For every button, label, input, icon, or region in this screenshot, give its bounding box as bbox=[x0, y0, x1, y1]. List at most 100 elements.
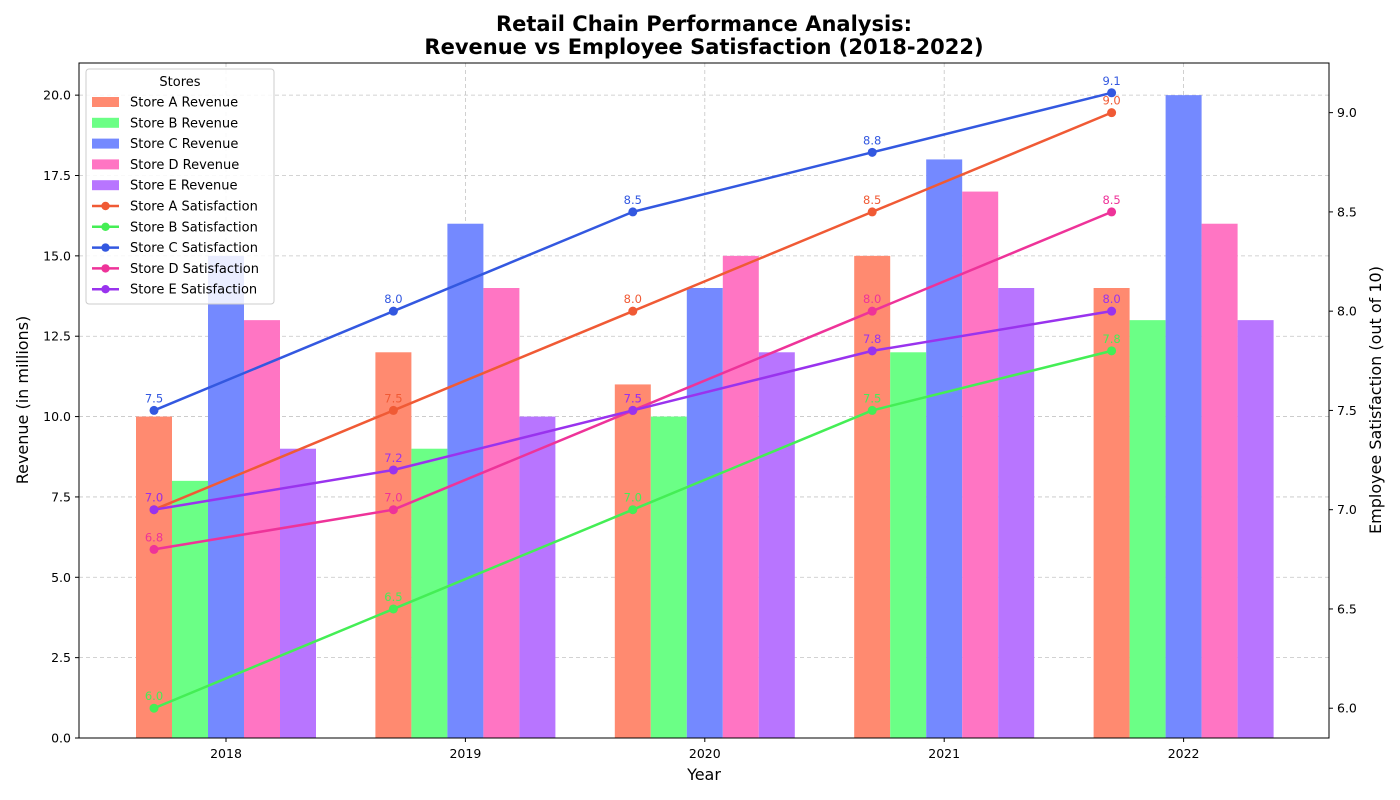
bar-store-b-revenue-2020 bbox=[650, 416, 687, 738]
legend-label-store-c-satisfaction: Store C Satisfaction bbox=[130, 241, 258, 256]
x-tick-label-2018: 2018 bbox=[210, 746, 242, 761]
y2-tick-label: 7.5 bbox=[1337, 403, 1357, 418]
x-axis-label: Year bbox=[686, 765, 721, 784]
y-axis-label: Revenue (in millions) bbox=[13, 316, 32, 485]
data-label-store-c-satisfaction-2021: 8.8 bbox=[863, 133, 881, 147]
x-tick-label-2021: 2021 bbox=[928, 746, 960, 761]
point-store-b-satisfaction-2020 bbox=[628, 505, 638, 515]
legend-marker-store-d-satisfaction bbox=[101, 264, 110, 273]
legend-box bbox=[85, 68, 275, 305]
y-tick-label: 2.5 bbox=[51, 650, 71, 665]
y2-tick-label: 6.5 bbox=[1337, 601, 1357, 616]
y-tick-label: 12.5 bbox=[43, 329, 71, 344]
legend-label-store-d-revenue: Store D Revenue bbox=[130, 158, 239, 173]
point-store-b-satisfaction-2019 bbox=[388, 604, 398, 614]
data-label-store-d-satisfaction-2019: 7.0 bbox=[384, 491, 402, 505]
point-store-c-satisfaction-2019 bbox=[388, 306, 398, 316]
data-label-store-e-satisfaction-2022: 8.0 bbox=[1102, 292, 1120, 306]
x-axis-ticks: 2018 2019 2020 2021 2022 bbox=[210, 738, 1200, 761]
y2-axis-ticks: 6.0 6.5 7.0 7.5 8.0 8.5 9.0 bbox=[1329, 105, 1357, 716]
point-store-c-satisfaction-2022 bbox=[1107, 88, 1117, 98]
legend-label-store-b-revenue: Store B Revenue bbox=[130, 116, 238, 131]
bar-store-e-revenue-2018 bbox=[280, 448, 316, 738]
legend-title: Stores bbox=[159, 75, 200, 90]
data-label-store-e-satisfaction-2019: 7.2 bbox=[384, 451, 402, 465]
legend-label-store-b-satisfaction: Store B Satisfaction bbox=[130, 220, 258, 235]
data-label-store-c-satisfaction-2022: 9.1 bbox=[1102, 74, 1120, 88]
legend-marker-store-a-satisfaction bbox=[101, 201, 110, 211]
y-tick-label: 5.0 bbox=[51, 570, 71, 585]
point-store-b-satisfaction-2021 bbox=[867, 405, 877, 415]
y-tick-label: 20.0 bbox=[43, 88, 71, 103]
bar-store-b-revenue-2021 bbox=[890, 352, 927, 738]
bar-store-d-revenue-2020 bbox=[722, 255, 759, 738]
x-tick-label-2022: 2022 bbox=[1168, 746, 1200, 761]
bar-store-b-revenue-2018 bbox=[172, 480, 208, 738]
y-tick-label: 7.5 bbox=[51, 489, 71, 504]
data-label-store-d-satisfaction-2021: 8.0 bbox=[863, 292, 881, 306]
data-label-store-b-satisfaction-2022: 7.8 bbox=[1102, 332, 1120, 346]
bar-store-e-revenue-2022 bbox=[1237, 320, 1274, 738]
legend-label-store-a-satisfaction: Store A Satisfaction bbox=[130, 200, 258, 215]
bar-store-a-revenue-2021 bbox=[854, 255, 891, 738]
point-store-d-satisfaction-2022 bbox=[1107, 207, 1117, 217]
bar-store-b-revenue-2022 bbox=[1129, 320, 1166, 738]
satisfaction-lines bbox=[149, 88, 1117, 713]
x-tick-label-2020: 2020 bbox=[689, 746, 721, 761]
data-label-store-b-satisfaction-2020: 7.0 bbox=[624, 491, 642, 505]
legend-marker-store-e-satisfaction bbox=[101, 285, 110, 294]
y2-tick-label: 7.0 bbox=[1337, 502, 1357, 517]
bar-store-e-revenue-2019 bbox=[519, 416, 556, 738]
bar-store-e-revenue-2021 bbox=[998, 288, 1035, 738]
y2-tick-label: 8.0 bbox=[1337, 304, 1357, 319]
data-label-store-b-satisfaction-2019: 6.5 bbox=[384, 590, 402, 604]
data-label-store-b-satisfaction-2021: 7.5 bbox=[863, 391, 881, 405]
data-label-store-d-satisfaction-2018: 6.8 bbox=[145, 530, 163, 544]
bar-store-c-revenue-2022 bbox=[1165, 95, 1202, 738]
point-store-a-satisfaction-2022 bbox=[1107, 108, 1117, 118]
data-label-store-d-satisfaction-2020: 7.5 bbox=[624, 391, 642, 405]
bar-store-d-revenue-2019 bbox=[483, 288, 520, 738]
y-tick-label: 0.0 bbox=[51, 731, 71, 746]
chart-title-line-1: Retail Chain Performance Analysis: bbox=[496, 12, 912, 36]
plot-frame bbox=[78, 62, 1330, 739]
legend-label-store-a-revenue: Store A Revenue bbox=[130, 96, 238, 111]
bar-store-a-revenue-2018 bbox=[136, 416, 172, 738]
point-store-c-satisfaction-2018 bbox=[149, 405, 159, 415]
data-label-store-e-satisfaction-2020: 7.5 bbox=[624, 391, 642, 405]
legend-swatch-store-e-revenue bbox=[92, 180, 119, 191]
y2-tick-label: 6.0 bbox=[1337, 701, 1357, 716]
point-store-e-satisfaction-2019 bbox=[388, 465, 398, 475]
legend-label-store-c-revenue: Store C Revenue bbox=[130, 137, 238, 152]
legend-marker-store-b-satisfaction bbox=[101, 222, 110, 231]
point-store-b-satisfaction-2022 bbox=[1107, 346, 1117, 356]
bar-store-c-revenue-2021 bbox=[926, 159, 963, 738]
point-store-c-satisfaction-2021 bbox=[867, 147, 877, 157]
point-store-b-satisfaction-2018 bbox=[149, 703, 159, 713]
point-store-a-satisfaction-2021 bbox=[867, 207, 877, 217]
data-label-store-a-satisfaction-2018: 7.0 bbox=[145, 491, 163, 505]
data-label-store-a-satisfaction-2019: 7.5 bbox=[384, 391, 402, 405]
legend-label-store-e-revenue: Store E Revenue bbox=[130, 179, 237, 194]
data-label-store-e-satisfaction-2018: 7.0 bbox=[145, 491, 163, 505]
point-store-d-satisfaction-2021 bbox=[867, 306, 877, 316]
bar-store-a-revenue-2022 bbox=[1093, 288, 1130, 738]
y2-axis-label: Employee Satisfaction (out of 10) bbox=[1366, 266, 1385, 534]
point-store-e-satisfaction-2022 bbox=[1107, 306, 1117, 316]
data-label-store-a-satisfaction-2022: 9.0 bbox=[1102, 94, 1120, 108]
data-label-store-e-satisfaction-2021: 7.8 bbox=[863, 332, 881, 346]
legend-label-store-e-satisfaction: Store E Satisfaction bbox=[130, 283, 257, 298]
legend-marker-store-c-satisfaction bbox=[101, 243, 110, 252]
y-tick-label: 10.0 bbox=[43, 409, 71, 424]
y-tick-label: 17.5 bbox=[43, 168, 71, 183]
point-store-a-satisfaction-2019 bbox=[388, 405, 398, 415]
data-label-store-d-satisfaction-2022: 8.5 bbox=[1102, 193, 1120, 207]
bar-store-d-revenue-2022 bbox=[1201, 223, 1238, 738]
point-store-d-satisfaction-2019 bbox=[388, 505, 398, 515]
legend-items: Store A Revenue Store B Revenue Store C Re… bbox=[92, 96, 259, 298]
point-store-a-satisfaction-2020 bbox=[628, 306, 638, 316]
y-axis-ticks: 0.0 2.5 5.0 7.5 10.0 12.5 15.0 17.5 20.0 bbox=[43, 88, 79, 746]
data-label-store-b-satisfaction-2018: 6.0 bbox=[145, 689, 163, 703]
